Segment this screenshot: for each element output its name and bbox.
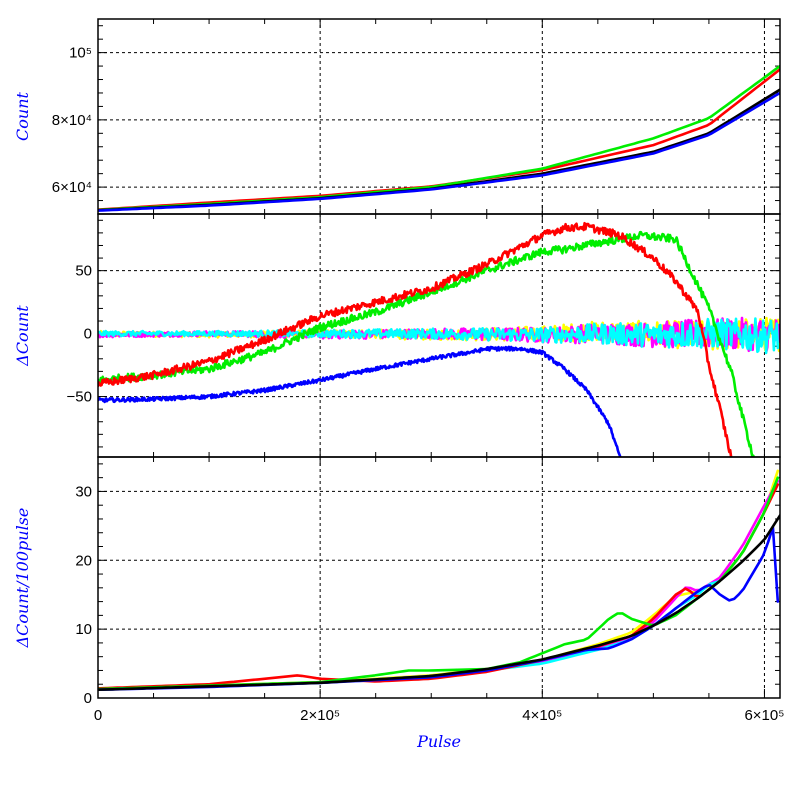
x-tick-label: 2×10⁵ (300, 707, 340, 724)
y-tick-label: 10 (75, 621, 92, 638)
count-panel: 6×10⁴ 8×10⁴ 10⁵ Count (13, 18, 781, 215)
x-tick-label: 0 (94, 707, 102, 724)
y-tick-label: 30 (75, 483, 92, 500)
y-tick-label: 8×10⁴ (52, 112, 92, 129)
series-line-2-3 (98, 483, 780, 690)
series-line-2-4 (98, 476, 780, 691)
series-line-1-2 (98, 317, 780, 355)
series-line-0-2 (98, 88, 780, 212)
delta-count-rate-panel: 0 10 20 30 ΔCount/100pulse 0 2×10⁵ 4×10⁵ 6×10⁵ Pu… (13, 456, 784, 751)
series-line-0-3 (98, 91, 780, 212)
series-line-2-6 (98, 514, 780, 692)
series-line-1-4 (98, 230, 755, 457)
plot-frame (97, 456, 781, 699)
y-tick-label: 20 (75, 552, 92, 569)
x-tick-label: 6×10⁵ (744, 707, 784, 724)
y-tick-label: 50 (75, 263, 92, 280)
series-line-2-2 (98, 476, 780, 692)
y-tick-label: −50 (67, 389, 92, 406)
x-axis-label: Pulse (416, 732, 461, 751)
y-axis-label: Count (13, 91, 32, 140)
series-line-2-0 (98, 469, 780, 691)
series-line-1-5 (98, 221, 733, 457)
series-line-2-1 (98, 479, 780, 692)
series-line-2-5 (98, 525, 780, 692)
series-line-1-3 (98, 345, 622, 457)
y-tick-label: 10⁵ (69, 45, 92, 62)
y-tick-label: 6×10⁴ (52, 179, 92, 196)
delta-count-panel: −50 0 50 ΔCount (13, 213, 781, 458)
x-tick-label: 4×10⁵ (522, 707, 562, 724)
y-axis-label: ΔCount (13, 305, 32, 367)
y-tick-label: 0 (84, 326, 92, 343)
y-axis-label: ΔCount/100pulse (13, 508, 32, 649)
y-tick-label: 0 (84, 690, 92, 707)
